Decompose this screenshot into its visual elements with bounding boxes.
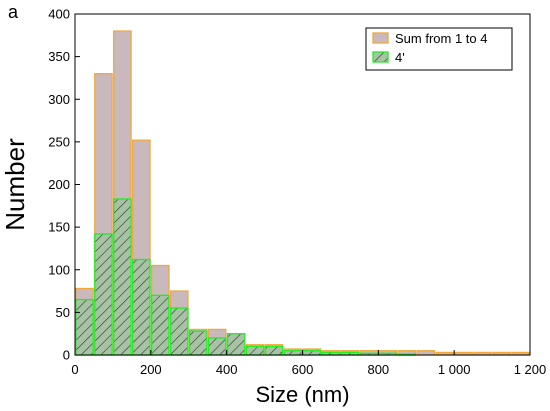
x-tick-label-2: 400 xyxy=(216,362,238,377)
x-tick-label-3: 600 xyxy=(292,362,314,377)
y-tick-label-4: 200 xyxy=(48,177,70,192)
legend-swatch-sum xyxy=(372,32,389,44)
legend-swatch-four-prime xyxy=(372,51,389,63)
y-axis-title: Number xyxy=(0,138,30,231)
x-tick-label-6: 1 200 xyxy=(514,362,547,377)
bar-four-prime-10 xyxy=(264,345,284,356)
legend-label-four-prime: 4' xyxy=(395,50,405,65)
bar-four-prime-5 xyxy=(169,307,189,356)
bar-four-prime-9 xyxy=(245,345,265,356)
bar-four-prime-8 xyxy=(226,333,246,356)
y-tick-label-6: 300 xyxy=(48,92,70,107)
y-tick-label-7: 350 xyxy=(48,49,70,64)
bar-four-prime-3 xyxy=(132,258,151,356)
bar-four-prime-4 xyxy=(150,294,170,356)
y-tick-label-8: 400 xyxy=(48,7,70,22)
y-tick-label-5: 250 xyxy=(48,134,70,149)
bar-four-prime-2 xyxy=(113,198,132,356)
x-axis: 0 200 400 600 800 1 000 1 200 xyxy=(71,350,546,377)
x-tick-label-5: 1 000 xyxy=(438,362,471,377)
legend: Sum from 1 to 4 4' xyxy=(365,27,513,71)
x-tick-label-4: 800 xyxy=(367,362,389,377)
bar-four-prime-11 xyxy=(283,350,303,356)
x-tick-label-1: 200 xyxy=(140,362,162,377)
y-tick-label-1: 50 xyxy=(56,305,70,320)
bar-four-prime-1 xyxy=(94,233,113,356)
bar-four-prime-7 xyxy=(207,337,227,356)
bar-four-prime-12 xyxy=(302,350,322,356)
legend-label-sum: Sum from 1 to 4 xyxy=(395,31,487,46)
series-four-prime-bars xyxy=(75,198,417,356)
legend-box xyxy=(365,27,513,71)
x-tick-label-0: 0 xyxy=(71,362,78,377)
y-tick-label-2: 100 xyxy=(48,262,70,277)
y-tick-label-3: 150 xyxy=(48,220,70,235)
y-axis: 0 50 100 150 200 250 300 350 400 xyxy=(48,7,80,363)
y-tick-label-0: 0 xyxy=(63,348,70,363)
panel-letter: a xyxy=(8,2,19,22)
bar-four-prime-0 xyxy=(75,298,94,356)
bar-sum-18 xyxy=(416,350,436,356)
bar-four-prime-6 xyxy=(188,330,208,356)
x-axis-title: Size (nm) xyxy=(255,382,349,407)
